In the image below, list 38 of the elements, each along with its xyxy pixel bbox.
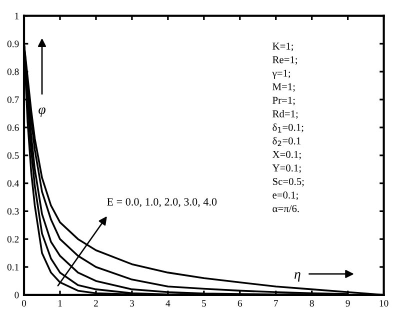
y-tick-label: 0.8 xyxy=(7,68,19,76)
x-tick-label: 8 xyxy=(310,300,314,307)
y-tick-label: 0.3 xyxy=(7,208,19,215)
y-tick-label: 0.9 xyxy=(7,40,19,48)
y-tick-label: 0.7 xyxy=(7,96,19,104)
y-axis-title: φ xyxy=(38,108,46,118)
annotation: α=π/6. xyxy=(272,205,299,212)
y-tick-label: 1 xyxy=(15,12,19,20)
annotation: e=0.1; xyxy=(272,192,298,200)
x-tick-label: 0 xyxy=(22,300,26,307)
x-axis-title: η xyxy=(294,272,300,282)
annotation: Re=1; xyxy=(272,56,298,65)
y-tick-label: 0.1 xyxy=(7,264,19,271)
x-tick-label: 9 xyxy=(346,300,350,307)
annotation: K=1; xyxy=(272,42,293,52)
annotation: γ=1; xyxy=(272,70,290,79)
annotation: Pr=1; xyxy=(272,96,295,106)
x-tick-label: 1 xyxy=(58,300,62,307)
y-tick-label: 0.6 xyxy=(7,124,19,131)
x-tick-label: 2 xyxy=(94,300,98,307)
annotation: Y=0.1; xyxy=(272,164,301,173)
x-tick-label: 4 xyxy=(166,300,170,307)
x-tick-label: 5 xyxy=(202,300,206,307)
annotation: Rd=1; xyxy=(272,110,298,119)
x-tick-label: 10 xyxy=(380,300,388,307)
x-tick-label: 6 xyxy=(238,300,242,307)
annotation: δ$_{1}$=0.1; xyxy=(272,123,304,132)
x-tick-label: 7 xyxy=(274,300,278,307)
y-tick-label: 0.5 xyxy=(7,152,19,159)
y-tick-label: 0.2 xyxy=(7,236,19,243)
y-tick-label: 0.4 xyxy=(7,180,19,187)
annotation: X=0.1; xyxy=(272,150,301,160)
annotation: M=1; xyxy=(272,83,295,92)
y-tick-label: 0 xyxy=(14,292,19,298)
annotation: δ$_{2}$=0.1 xyxy=(272,137,300,146)
x-tick-label: 3 xyxy=(130,300,134,307)
annotation: Sc=0.5; xyxy=(272,178,304,187)
annotation: E = 0.0, 1.0, 2.0, 3.0, 4.0 xyxy=(107,198,217,208)
